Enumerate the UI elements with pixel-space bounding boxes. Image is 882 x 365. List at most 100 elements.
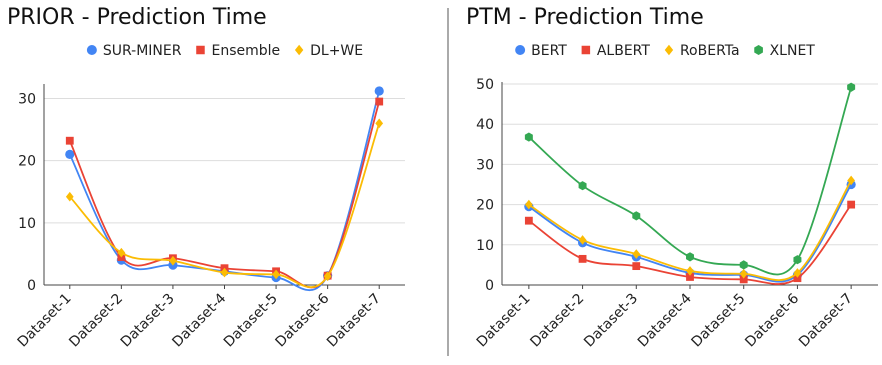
y-tick-label: 40 (476, 117, 494, 133)
data-point-roberta (632, 249, 641, 259)
x-tick-label: Dataset-1 (15, 291, 75, 351)
chart-title: PTM - Prediction Time (466, 5, 704, 30)
legend-label: SUR-MINER (103, 43, 182, 59)
chart-title: PRIOR - Prediction Time (7, 5, 267, 30)
series-layer (65, 86, 384, 291)
axes (43, 84, 405, 289)
x-tick-label: Dataset-5 (689, 291, 749, 351)
x-tick-label: Dataset-6 (742, 290, 802, 350)
data-point-albert (686, 273, 694, 281)
legend-label: BERT (531, 43, 567, 59)
data-point-albert (524, 216, 533, 225)
data-point-albert (739, 275, 748, 284)
series-line-ensemble (68, 100, 381, 289)
y-tick-label: 0 (27, 278, 36, 294)
x-tick-label: Dataset-3 (118, 291, 178, 351)
x-tick-label: Dataset-2 (527, 291, 587, 351)
x-tick-label: Dataset-4 (635, 290, 695, 350)
y-tick-label: 10 (476, 238, 494, 254)
legend-item-bert: BERT (515, 43, 567, 59)
legend-label: DL+WE (310, 43, 363, 59)
data-point-roberta (524, 199, 533, 210)
data-point-albert (578, 254, 587, 263)
data-point-ensemble (65, 136, 74, 145)
data-point-xlnet (739, 260, 748, 270)
data-point-dl-we (117, 247, 126, 258)
data-point-dl-we (220, 267, 229, 278)
x-tick-label: Dataset-1 (474, 291, 534, 351)
legend-item-albert: ALBERT (581, 43, 651, 59)
y-tick-label: 50 (476, 77, 494, 93)
data-point-albert (632, 262, 641, 271)
legend-marker-bert (515, 45, 526, 55)
data-point-xlnet (524, 132, 533, 142)
y-tick-labels: 0 10 20 30 40 50 (476, 77, 494, 294)
x-tick-label: Dataset-4 (169, 290, 229, 350)
gridlines (502, 83, 878, 246)
data-point-albert (793, 274, 802, 283)
data-point-ensemble (375, 97, 384, 106)
y-tick-label: 30 (18, 91, 36, 107)
legend-label: ALBERT (597, 43, 651, 59)
data-point-dl-we (323, 271, 332, 282)
x-tick-label: Dataset-5 (221, 291, 281, 351)
data-point-dl-we (169, 255, 177, 266)
legend-item-dl-we: DL+WE (294, 43, 363, 59)
series-line-roberta (527, 179, 853, 282)
x-tick-labels: Dataset-1Dataset-2Dataset-3Dataset-4Data… (474, 290, 856, 350)
legend-label: XLNET (770, 43, 816, 59)
axes (501, 82, 878, 289)
series-roberta (524, 175, 856, 282)
ptm-chart: PTM - Prediction Time BERT ALBERT RoBERTa X… (466, 5, 878, 350)
y-tick-label: 20 (18, 154, 36, 170)
legend: SUR-MINER Ensemble DL+WE (86, 43, 363, 59)
data-point-roberta (686, 266, 694, 276)
legend-marker-dl-we (294, 44, 304, 56)
data-point-dl-we (65, 191, 74, 202)
legend-marker-albert (581, 45, 591, 55)
series-line-sur-miner (68, 90, 381, 291)
x-tick-label: Dataset-3 (581, 291, 641, 351)
data-point-xlnet (686, 252, 694, 262)
legend-marker-xlnet (754, 45, 763, 55)
x-tick-label: Dataset-7 (796, 291, 856, 351)
data-point-roberta (578, 235, 587, 245)
data-point-xlnet (847, 82, 856, 92)
legend-item-sur-miner: SUR-MINER (86, 43, 182, 59)
y-tick-label: 0 (485, 278, 494, 294)
legend-marker-roberta (664, 44, 674, 56)
y-tick-label: 10 (18, 216, 36, 232)
series-dl-we (65, 118, 384, 289)
data-point-roberta (739, 268, 748, 279)
data-point-roberta (793, 268, 802, 278)
legend-label: Ensemble (211, 43, 280, 59)
prior-chart: PRIOR - Prediction Time SUR-MINER Ensembl… (7, 5, 405, 350)
y-tick-label: 30 (476, 157, 494, 173)
y-tick-labels: 0 10 20 30 (18, 91, 36, 294)
data-point-dl-we (375, 118, 384, 129)
data-point-xlnet (578, 181, 587, 191)
data-point-albert (847, 200, 856, 209)
gridlines (44, 97, 405, 224)
x-tick-labels: Dataset-1Dataset-2Dataset-3Dataset-4Data… (15, 290, 384, 350)
legend-marker-sur-miner (86, 45, 97, 55)
data-point-roberta (847, 175, 856, 186)
legend-marker-ensemble (196, 45, 205, 55)
data-point-xlnet (632, 211, 641, 221)
data-point-sur-miner (65, 149, 75, 160)
series-xlnet (524, 82, 856, 276)
data-point-xlnet (793, 255, 802, 265)
x-tick-label: Dataset-7 (324, 291, 384, 351)
legend: BERT ALBERT RoBERTa XLNET (515, 43, 815, 59)
series-layer (524, 82, 856, 285)
legend-item-ensemble: Ensemble (196, 43, 280, 59)
y-tick-label: 20 (476, 198, 494, 214)
series-albert (524, 200, 856, 285)
data-point-sur-miner (374, 86, 384, 96)
legend-label: RoBERTa (680, 43, 740, 59)
series-line-xlnet (527, 86, 853, 276)
x-tick-label: Dataset-2 (66, 291, 126, 351)
data-point-dl-we (272, 269, 280, 280)
x-tick-label: Dataset-6 (273, 290, 333, 350)
